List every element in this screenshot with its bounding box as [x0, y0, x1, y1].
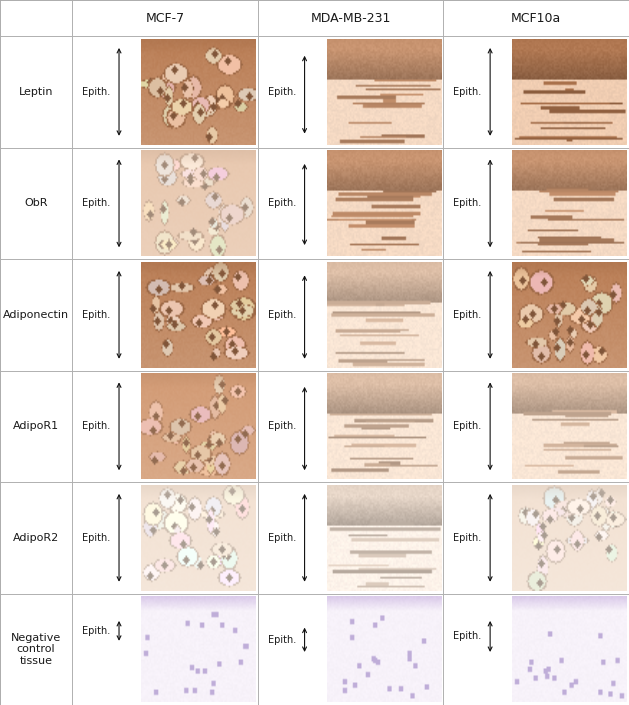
Bar	[258, 594, 443, 705]
Bar	[443, 259, 629, 371]
Text: Epith.: Epith.	[82, 309, 111, 320]
Text: Epith.: Epith.	[82, 87, 111, 97]
Bar	[72, 147, 258, 259]
Text: MCF10a: MCF10a	[511, 11, 561, 25]
Bar	[72, 594, 258, 705]
Bar	[443, 594, 629, 705]
Text: Epith.: Epith.	[454, 198, 482, 209]
Text: Cyst: Cyst	[596, 381, 617, 391]
Text: Epith.: Epith.	[454, 632, 482, 642]
Text: Epith.: Epith.	[268, 634, 296, 645]
Bar	[258, 0, 443, 36]
Text: Epith.: Epith.	[82, 533, 111, 543]
Text: Cyst: Cyst	[596, 269, 617, 280]
Text: Epith.: Epith.	[268, 198, 296, 209]
Bar	[443, 36, 629, 147]
Text: ObR: ObR	[25, 198, 48, 209]
Bar	[258, 482, 443, 594]
Text: Cyst: Cyst	[596, 158, 617, 168]
Text: Epith.: Epith.	[82, 626, 111, 636]
Bar	[258, 36, 443, 147]
Text: Negative
control
tissue: Negative control tissue	[11, 632, 61, 666]
Text: Epith.: Epith.	[454, 533, 482, 543]
Text: MDA-MB-231: MDA-MB-231	[311, 11, 391, 25]
Text: AdipoR1: AdipoR1	[13, 422, 59, 431]
Text: Epith.: Epith.	[268, 87, 296, 97]
Text: AdipoR2: AdipoR2	[13, 533, 59, 543]
Bar	[72, 482, 258, 594]
Bar	[0, 594, 72, 705]
Text: Cyst: Cyst	[596, 47, 617, 56]
Text: MCF-7: MCF-7	[145, 11, 185, 25]
Text: Cyst: Cyst	[596, 493, 617, 503]
Bar	[72, 36, 258, 147]
Text: Epith.: Epith.	[454, 309, 482, 320]
Text: Epith.: Epith.	[268, 533, 296, 543]
Text: Epith.: Epith.	[82, 422, 111, 431]
Bar	[0, 36, 72, 147]
Bar	[72, 259, 258, 371]
Text: Epith.: Epith.	[268, 422, 296, 431]
Bar	[0, 147, 72, 259]
Text: Epith.: Epith.	[82, 198, 111, 209]
Bar	[258, 147, 443, 259]
Bar	[72, 371, 258, 482]
Bar	[443, 371, 629, 482]
Bar	[258, 259, 443, 371]
Text: Epith.: Epith.	[454, 422, 482, 431]
Text: Epith.: Epith.	[454, 87, 482, 97]
Text: Leptin: Leptin	[19, 87, 53, 97]
Bar	[0, 0, 72, 36]
Bar	[0, 259, 72, 371]
Text: Epith.: Epith.	[268, 309, 296, 320]
Text: Adiponectin: Adiponectin	[3, 309, 69, 320]
Bar	[72, 0, 258, 36]
Bar	[0, 371, 72, 482]
Bar	[443, 482, 629, 594]
Bar	[443, 147, 629, 259]
Bar	[443, 0, 629, 36]
Bar	[0, 482, 72, 594]
Bar	[258, 371, 443, 482]
